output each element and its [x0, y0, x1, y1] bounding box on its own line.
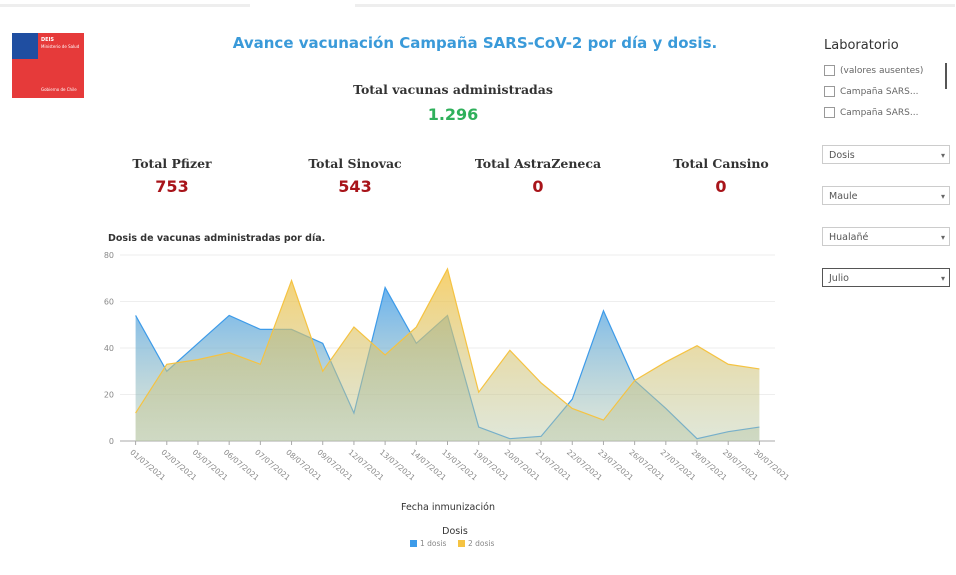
legend-label: 2 dosis — [468, 539, 494, 548]
page-title: Avance vacunación Campaña SARS-CoV-2 por… — [232, 34, 718, 52]
checkbox-option[interactable]: Campaña SARS... — [824, 86, 918, 97]
kpi-value: 0 — [532, 177, 544, 196]
total-label: Total vacunas administradas — [353, 82, 553, 97]
checkbox[interactable] — [824, 65, 835, 76]
kpi-label: Total Pfizer — [132, 156, 212, 171]
dropdown[interactable]: Dosis — [822, 145, 950, 165]
dropdown[interactable]: Hualañé — [822, 227, 950, 247]
scrollbar — [945, 63, 947, 89]
area — [135, 268, 760, 441]
option-label: (valores ausentes) — [840, 65, 924, 76]
kpi-label: Total Cansino — [673, 156, 769, 171]
x-axis-label: Fecha inmunización — [401, 502, 495, 513]
y-tick-label: 60 — [104, 298, 114, 307]
dropdown[interactable]: Julio — [822, 268, 950, 288]
total-value: 1.296 — [427, 105, 479, 124]
line — [135, 267, 760, 421]
y-tick-label: 40 — [104, 344, 114, 353]
top-tab — [355, 4, 955, 7]
checkbox-option[interactable]: Campaña SARS... — [824, 107, 918, 118]
logo-text: Gobierno de Chile — [41, 87, 77, 92]
logo-blue — [12, 33, 38, 59]
kpi-label: Total Sinovac — [308, 156, 402, 171]
checkbox-option[interactable]: (valores ausentes) — [824, 65, 923, 76]
y-tick-label: 0 — [109, 437, 114, 446]
logo-text: DEIS — [41, 37, 55, 43]
top-tab — [0, 4, 250, 7]
option-label: Campaña SARS... — [840, 107, 919, 118]
logo-text: Ministerio de Salud — [41, 44, 80, 49]
legend-swatch — [458, 540, 465, 547]
kpi-value: 543 — [338, 177, 372, 196]
legend-label: 1 dosis — [420, 539, 446, 548]
chart-title: Dosis de vacunas administradas por día. — [108, 233, 325, 244]
checkbox[interactable] — [824, 107, 835, 118]
filter-title: Laboratorio — [824, 38, 899, 53]
checkbox[interactable] — [824, 86, 835, 97]
y-tick-label: 80 — [104, 251, 114, 260]
logo: DEIS Ministerio de Salud Gobierno de Chi… — [12, 33, 84, 98]
dropdown[interactable]: Maule — [822, 186, 950, 206]
legend-title: Dosis — [442, 526, 468, 537]
option-label: Campaña SARS... — [840, 86, 919, 97]
kpi-label: Total AstraZeneca — [474, 156, 602, 171]
kpi-value: 0 — [715, 177, 727, 196]
y-tick-label: 20 — [104, 391, 114, 400]
kpi-value: 753 — [155, 177, 189, 196]
legend-swatch — [410, 540, 417, 547]
